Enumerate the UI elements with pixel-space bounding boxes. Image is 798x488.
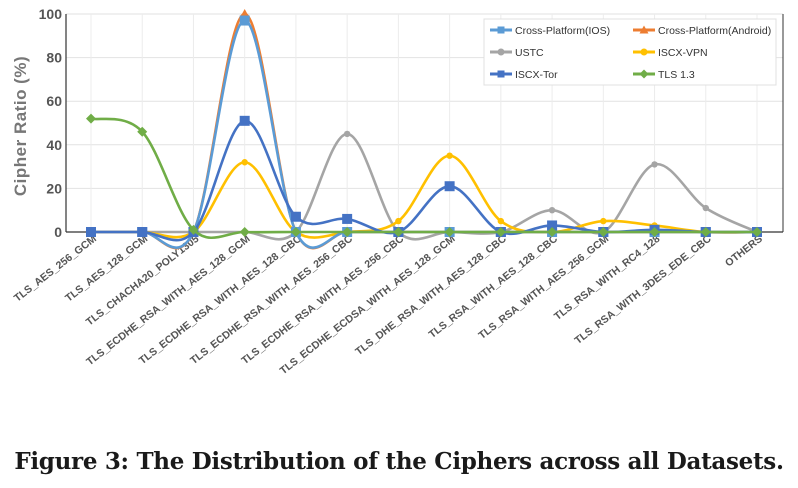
- data-point: [702, 204, 709, 212]
- data-point: [395, 217, 402, 225]
- data-point: [188, 224, 199, 235]
- data-point: [548, 207, 556, 214]
- data-point: [343, 130, 351, 138]
- series-line: [90, 154, 758, 239]
- x-tick-label: OTHERS: [723, 233, 765, 269]
- legend-item: ISCX-Tor: [490, 69, 558, 81]
- series-line: [90, 117, 757, 240]
- data-point: [137, 227, 148, 237]
- data-point: [649, 227, 660, 237]
- data-point: [444, 181, 455, 192]
- data-point: [342, 213, 353, 224]
- legend-item: TLS 1.3: [633, 69, 695, 81]
- y-tick-label: 100: [39, 6, 63, 22]
- y-tick-label: 20: [46, 180, 62, 196]
- data-point: [290, 227, 301, 237]
- series-line: [90, 119, 758, 242]
- data-point: [547, 227, 558, 237]
- data-point: [547, 220, 558, 231]
- legend: Cross-Platform(IOS) Cross-Platform(Androi…: [483, 18, 777, 86]
- data-point: [239, 15, 250, 26]
- y-tick-label: 80: [46, 50, 62, 66]
- legend-item: USTC: [490, 47, 544, 59]
- data-point: [86, 113, 96, 124]
- legend-marker: [497, 48, 505, 56]
- data-point: [241, 159, 248, 166]
- y-tick-label: 40: [46, 137, 62, 153]
- data-point: [752, 227, 762, 237]
- data-point: [598, 227, 609, 237]
- legend-item: Cross-Platform(IOS): [490, 25, 610, 37]
- grid-lines: [66, 13, 783, 232]
- legend-label: TLS 1.3: [658, 69, 695, 81]
- legend-label: USTC: [515, 47, 544, 59]
- legend-label: ISCX-Tor: [515, 69, 558, 81]
- data-point: [342, 227, 353, 237]
- legend-marker: [639, 69, 649, 79]
- cipher-distribution-chart: 0 20 40 60 80 100 TLS_AES_256_GCMTLS_AES_128_…: [11, 6, 784, 377]
- legend-label: Cross-Platform(Android): [658, 25, 771, 37]
- data-point: [290, 211, 301, 222]
- figure-caption: Figure 3: The Distribution of the Cipher…: [14, 448, 784, 475]
- data-point: [86, 227, 96, 237]
- data-point: [137, 126, 148, 137]
- data-point: [393, 227, 404, 237]
- x-tick-label: TLS_ECDHE_ECDSA_WITH_AES_128_GCM: [278, 233, 458, 377]
- data-point: [700, 227, 711, 237]
- legend-item: ISCX-VPN: [633, 47, 708, 59]
- data-point: [651, 161, 658, 168]
- data-point: [497, 217, 505, 225]
- data-point: [444, 227, 455, 237]
- legend-box: [483, 18, 777, 86]
- y-axis-label: Cipher Ratio (%): [11, 56, 30, 196]
- x-tick-label: TLS_AES_128_GCM: [63, 233, 150, 305]
- legend-label: Cross-Platform(IOS): [515, 25, 610, 37]
- data-point: [600, 217, 607, 225]
- series-line: [90, 132, 758, 241]
- x-tick-label: TLS_AES_256_GCM: [12, 233, 99, 305]
- data-point: [239, 115, 250, 126]
- data-point: [495, 227, 506, 237]
- y-tick-labels: 0 20 40 60 80 100: [39, 6, 63, 240]
- y-tick-label: 60: [46, 93, 62, 109]
- series-tls-1-3: [86, 113, 762, 240]
- legend-label: ISCX-VPN: [658, 47, 708, 59]
- legend-item: Cross-Platform(Android): [633, 25, 771, 37]
- x-tick-labels: TLS_AES_256_GCMTLS_AES_128_GCMTLS_CHACHA…: [12, 233, 765, 377]
- legend-marker: [640, 48, 648, 56]
- data-point: [446, 152, 453, 159]
- legend-marker: [497, 26, 505, 34]
- data-series: [86, 9, 762, 250]
- legend-marker: [497, 70, 505, 78]
- y-tick-label: 0: [54, 224, 62, 240]
- data-point: [239, 227, 250, 237]
- legend-marker: [639, 25, 649, 34]
